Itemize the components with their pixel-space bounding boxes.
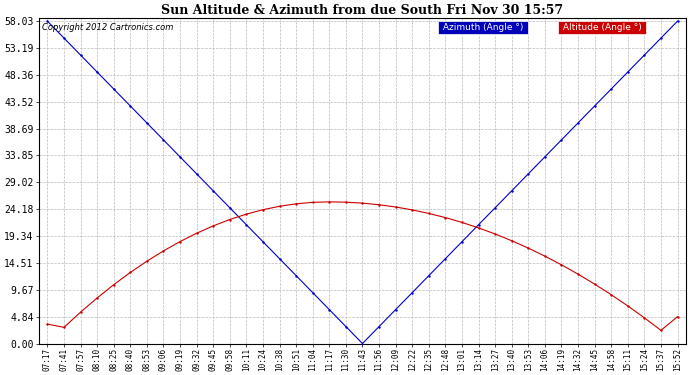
- Text: Copyright 2012 Cartronics.com: Copyright 2012 Cartronics.com: [42, 23, 174, 32]
- Title: Sun Altitude & Azimuth from due South Fri Nov 30 15:57: Sun Altitude & Azimuth from due South Fr…: [161, 4, 564, 17]
- Text: Altitude (Angle °): Altitude (Angle °): [560, 23, 644, 32]
- Text: Azimuth (Angle °): Azimuth (Angle °): [440, 23, 526, 32]
